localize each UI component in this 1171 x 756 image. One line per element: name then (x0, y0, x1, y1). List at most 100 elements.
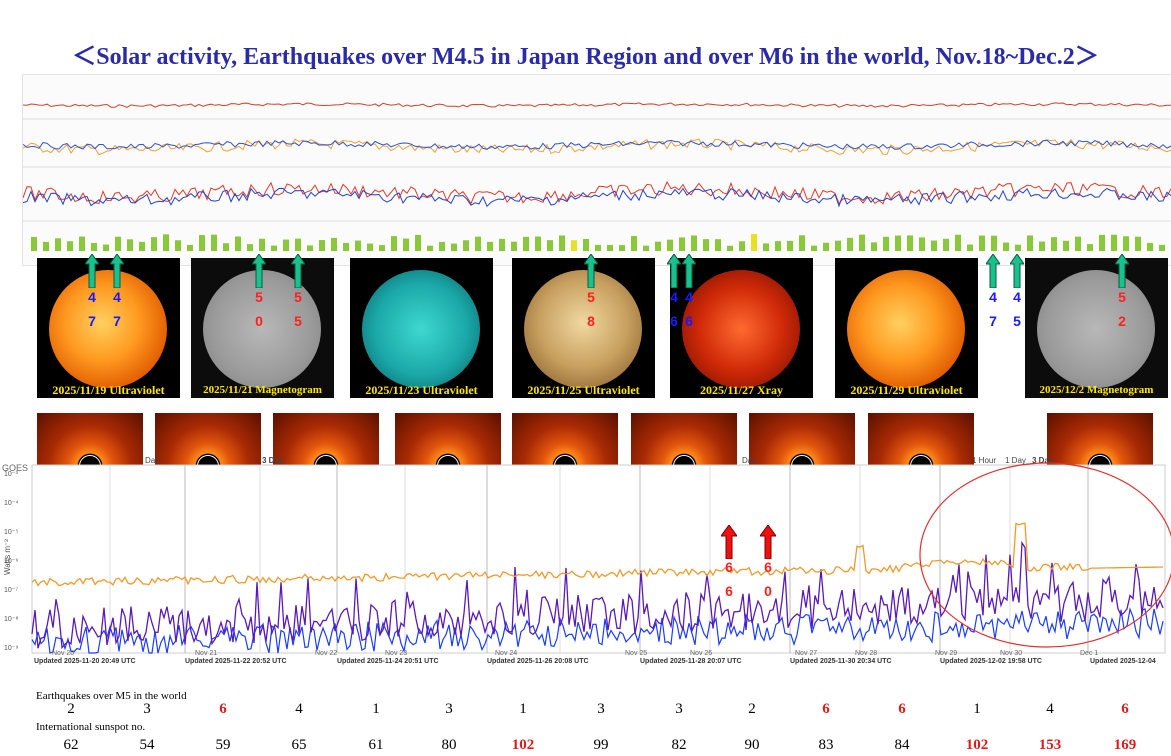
world-quake-digit: 6 (725, 559, 733, 575)
quake-magnitude-digit: 4 (670, 289, 678, 305)
solar-image: 2025/11/29 Ultraviolet (835, 258, 978, 398)
quake-magnitude-digit: 4 (88, 289, 96, 305)
sunspot-number-cell: 54 (139, 737, 155, 753)
green-up-arrow-icon (109, 253, 125, 289)
sun-disk-image (1037, 270, 1155, 388)
x-tick-label: Nov 20 (52, 650, 74, 657)
quake-count-cell: 3 (597, 701, 605, 717)
sun-disk-image (203, 270, 321, 388)
solar-image-caption: 2025/11/29 Ultraviolet (850, 383, 963, 397)
sunspot-number-cell: 82 (671, 737, 687, 753)
world-quake-digit: 6 (764, 559, 772, 575)
x-tick-label: Nov 28 (855, 650, 877, 657)
solar-image: 2025/11/27 Xray (670, 258, 813, 398)
quake-magnitude-digit: 7 (989, 313, 997, 329)
y-tick-label: 10⁻³ (4, 471, 18, 478)
x-tick-label: Nov 21 (195, 650, 217, 657)
solar-image: 2025/12/2 Magnetogram (1025, 258, 1168, 398)
quake-count-cell: 4 (1046, 701, 1054, 717)
quake-count-cell: 3 (143, 701, 151, 717)
x-tick-label: Nov 24 (495, 650, 517, 657)
time-range-control[interactable]: 3 Day (1032, 456, 1054, 465)
solar-image: 2025/11/23 Ultraviolet (350, 258, 493, 398)
x-tick-label: Nov 25 (625, 650, 647, 657)
y-tick-label: 10⁻⁹ (4, 645, 18, 652)
x-tick-label: Nov 22 (315, 650, 337, 657)
time-range-control[interactable]: 1 Hour (972, 456, 996, 465)
xray-short-channel-line (31, 607, 1164, 654)
xray-purple-line (31, 540, 1164, 650)
xray-long-channel-line (31, 522, 1164, 587)
time-range-control[interactable]: Day (145, 456, 159, 465)
sunspot-number-cell: 61 (368, 737, 384, 753)
sunspot-number-cell: 80 (441, 737, 457, 753)
green-up-arrow-icon (1009, 253, 1025, 289)
panel-header: GOES (2, 463, 28, 473)
sunspot-number-cell: 102 (511, 737, 535, 753)
solar-image: 2025/11/25 Ultraviolet (512, 258, 655, 398)
solar-image: 2025/11/19 Ultraviolet (37, 258, 180, 398)
y-tick-label: 10⁻⁸ (4, 616, 18, 623)
quake-magnitude-digit: 4 (685, 289, 693, 305)
red-up-arrow-icon (720, 524, 738, 564)
updated-timestamp: Updated 2025-11-28 20:07 UTC (640, 658, 742, 665)
quake-magnitude-digit: 5 (294, 313, 302, 329)
x-tick-label: Nov 27 (795, 650, 817, 657)
y-tick-label: 10⁻⁶ (4, 558, 18, 565)
y-axis-label: Watts m⁻² (3, 539, 12, 575)
world-quake-digit: 6 (725, 583, 733, 599)
world-quake-digit: 0 (764, 583, 772, 599)
time-range-control[interactable]: 1 Day (1005, 456, 1026, 465)
quake-magnitude-digit: 5 (294, 289, 302, 305)
quake-magnitude-digit: 6 (670, 313, 678, 329)
quake-magnitude-digit: 2 (1118, 313, 1126, 329)
xray-flux-chart: 10⁻³ 10⁻⁴ 10⁻⁵ 10⁻⁶ 10⁻⁷ 10⁻⁸ 10⁻⁹ Watts m⁻² GOE… (0, 455, 1171, 670)
solar-image-caption: 2025/11/21 Magnetogram (203, 384, 322, 396)
green-up-arrow-icon (985, 253, 1001, 289)
green-up-arrow-icon (290, 253, 306, 289)
sun-disk-image (682, 270, 800, 388)
x-tick-label: Nov 30 (1000, 650, 1022, 657)
green-up-arrow-icon (583, 253, 599, 289)
solar-image-caption: 2025/11/25 Ultraviolet (527, 383, 640, 397)
quake-magnitude-digit: 4 (989, 289, 997, 305)
quake-count-cell: 2 (67, 701, 75, 717)
green-up-arrow-icon (666, 253, 682, 289)
quake-magnitude-digit: 0 (255, 313, 263, 329)
solar-image-caption: 2025/11/19 Ultraviolet (52, 383, 165, 397)
y-tick-label: 10⁻⁴ (4, 500, 19, 507)
quake-count-cell: 3 (675, 701, 683, 717)
quake-row-label: Earthquakes over M5 in the world (36, 690, 187, 702)
y-tick-label: 10⁻⁷ (4, 587, 18, 594)
green-up-arrow-icon (681, 253, 697, 289)
quake-count-cell: 6 (1121, 701, 1129, 717)
sun-disk-image (362, 270, 480, 388)
page-title: ＜Solar activity, Earthquakes over M4.5 i… (72, 44, 1099, 70)
x-tick-label: Dec 1 (1080, 650, 1098, 657)
sunspot-number-cell: 169 (1113, 737, 1137, 753)
sunspot-number-cell: 90 (744, 737, 760, 753)
quake-magnitude-digit: 6 (685, 313, 693, 329)
quake-count-cell: 6 (822, 701, 830, 717)
quake-magnitude-digit: 7 (113, 313, 121, 329)
x-tick-label: Nov 26 (690, 650, 712, 657)
quake-count-cell: 6 (219, 701, 227, 717)
solar-image-caption: 2025/12/2 Magnetogram (1039, 384, 1154, 396)
time-range-control[interactable]: 3 Day (262, 456, 284, 465)
sunspot-number-cell: 83 (818, 737, 834, 753)
updated-timestamp: Updated 2025-11-30 20:34 UTC (790, 658, 892, 665)
quake-magnitude-digit: 5 (587, 289, 595, 305)
sunspot-number-cell: 153 (1038, 737, 1062, 753)
strip-chart-svg (22, 102, 1171, 251)
quake-magnitude-digit: 5 (1013, 313, 1021, 329)
green-up-arrow-icon (251, 253, 267, 289)
quake-count-cell: 3 (445, 701, 453, 717)
x-tick-label: Nov 23 (385, 650, 407, 657)
space-weather-strip-charts (22, 74, 1171, 266)
quake-count-cell: 1 (372, 701, 380, 717)
solar-image-caption: 2025/11/27 Xray (700, 383, 783, 397)
quake-magnitude-digit: 8 (587, 313, 595, 329)
time-range-control[interactable]: Day (742, 456, 756, 465)
quake-count-cell: 4 (295, 701, 303, 717)
updated-timestamp: Updated 2025-11-20 20:49 UTC (34, 658, 136, 665)
